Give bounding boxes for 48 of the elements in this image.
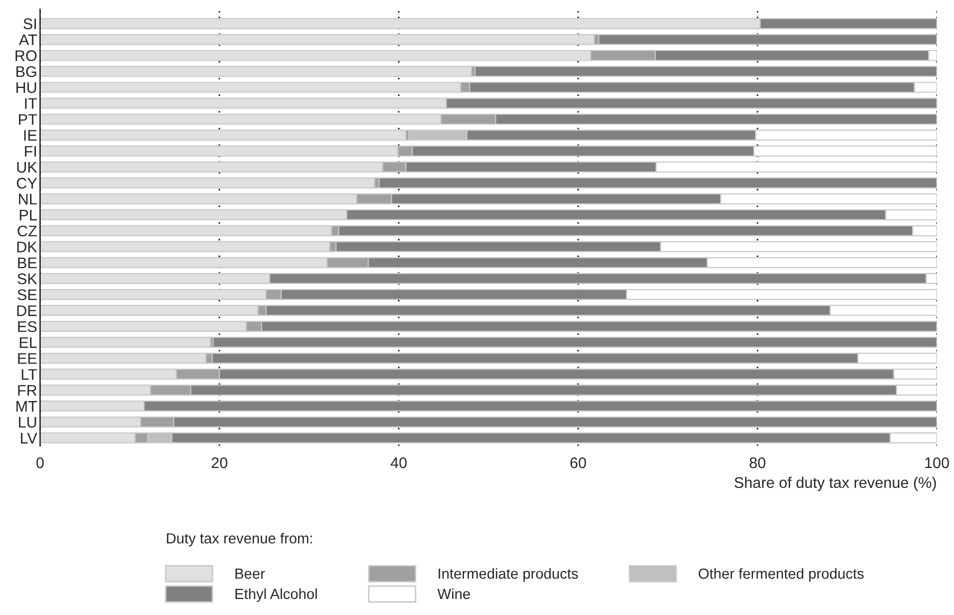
- bar: [40, 130, 406, 141]
- legend-label: Beer: [236, 568, 265, 579]
- y-tick-label: SK: [18, 273, 38, 284]
- legend-title: Duty tax revenue from:: [166, 532, 312, 546]
- y-tick-label: EL: [20, 337, 37, 348]
- y-tick-label: AT: [18, 34, 37, 46]
- x-tick-label: 20: [212, 457, 228, 468]
- x-tick-label: 100: [925, 457, 949, 468]
- bar: [40, 66, 472, 77]
- y-tick-label: BE: [18, 258, 37, 268]
- bar: [212, 336, 937, 348]
- y-tick-label: LT: [22, 369, 37, 380]
- y-tick-label: EE: [18, 353, 37, 364]
- x-tick-label: 60: [570, 457, 586, 468]
- y-tick-label: SI: [24, 18, 36, 30]
- y-tick-label: LU: [19, 416, 36, 428]
- bar: [40, 177, 376, 188]
- legend-label: Ethyl Alcohol: [236, 588, 317, 602]
- y-tick-label: UK: [17, 162, 38, 173]
- x-tick-label: 0: [36, 457, 44, 468]
- y-tick-label: LV: [20, 432, 38, 444]
- y-tick-label: RO: [16, 50, 37, 62]
- y-tick-label: DE: [17, 305, 37, 316]
- bar: [40, 34, 595, 45]
- legend-label: Wine: [437, 588, 470, 600]
- y-tick-label: BG: [16, 66, 36, 78]
- y-tick-label: PL: [20, 210, 37, 220]
- y-tick-label: CY: [16, 178, 37, 189]
- y-tick-label: HU: [16, 82, 36, 93]
- y-tick-label: FR: [18, 385, 37, 396]
- y-tick-label: SE: [18, 289, 37, 300]
- legend-label: Other fermented products: [698, 568, 864, 582]
- y-tick-label: PT: [19, 114, 37, 125]
- y-tick-label: IE: [24, 130, 37, 141]
- y-tick-label: IT: [25, 98, 37, 109]
- y-tick-label: ES: [18, 321, 37, 332]
- x-tick-label: 80: [750, 457, 766, 468]
- y-tick-label: DK: [17, 242, 38, 252]
- bar: [474, 66, 937, 77]
- y-tick-label: FI: [24, 146, 36, 157]
- legend-label: Intermediate products: [438, 568, 578, 582]
- x-tick-label: 40: [390, 457, 407, 468]
- y-tick-label: MT: [16, 401, 37, 412]
- bar: [378, 177, 937, 188]
- bar: [40, 336, 212, 348]
- y-tick-label: NL: [19, 194, 37, 204]
- y-tick-label: CZ: [18, 226, 37, 236]
- x-axis-title: Share of duty tax revenue (%): [734, 476, 936, 492]
